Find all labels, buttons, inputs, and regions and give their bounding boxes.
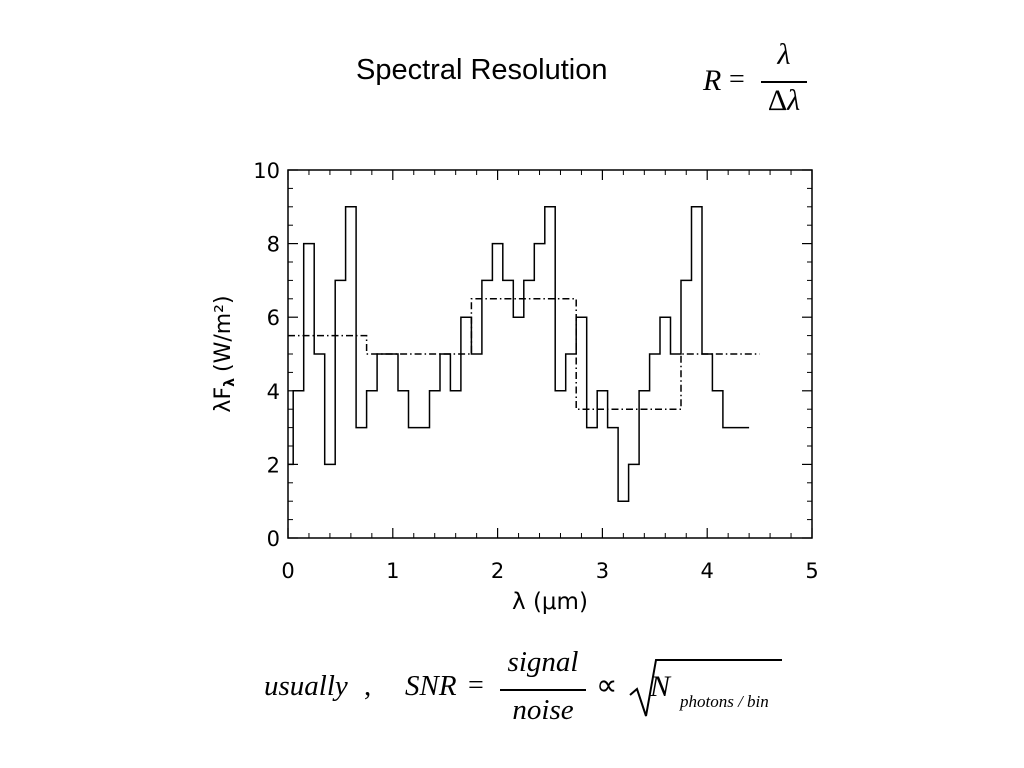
snr-lhs: SNR — [405, 670, 457, 702]
axis-ticks — [287, 169, 813, 539]
snr-proportional: ∝ — [596, 669, 618, 702]
formula-denominator: Δλ — [759, 84, 809, 118]
formula-delta: Δ — [767, 84, 788, 117]
x-tick-label: 3 — [596, 559, 609, 583]
formula-fraction-bar — [761, 81, 807, 83]
snr-denominator: noise — [512, 694, 574, 726]
snr-prefix: usually — [264, 670, 348, 702]
formula-equals: = — [729, 64, 745, 95]
snr-equals: = — [468, 670, 484, 701]
x-tick-label: 0 — [281, 559, 294, 583]
x-tick-label: 5 — [805, 559, 818, 583]
y-tick-label: 10 — [253, 159, 280, 183]
sqrt-sign — [629, 659, 782, 717]
series-layer — [288, 206, 760, 502]
resolution-formula: R = λ Δλ — [703, 38, 813, 124]
x-tick-label: 2 — [491, 559, 504, 583]
y-axis-label: λFλ (W/m²) — [211, 295, 238, 412]
x-axis-label: λ (μm) — [512, 589, 588, 615]
series-line-1 — [288, 206, 750, 502]
formula-denominator-lambda: λ — [787, 84, 801, 117]
y-axis-label-subscript: λ — [222, 378, 238, 387]
formula-r: R — [703, 64, 722, 97]
snr-comma: , — [364, 670, 372, 702]
y-tick-label: 6 — [267, 306, 280, 330]
y-axis-label-units: (W/m²) — [211, 295, 236, 372]
series-line-2 — [288, 298, 760, 410]
snr-subscript: photons / bin — [680, 692, 769, 711]
snr-radicand: N — [650, 670, 671, 703]
y-tick-labels: 0 2 4 6 8 10 — [253, 159, 280, 551]
snr-fraction-bar — [500, 689, 586, 691]
x-tick-labels: 0 1 2 3 4 5 — [281, 559, 818, 583]
formula-numerator: λ — [777, 38, 791, 71]
y-tick-label: 4 — [267, 380, 280, 404]
y-axis-label-main: λF — [211, 387, 236, 413]
slide-title: Spectral Resolution — [356, 54, 608, 86]
y-tick-label: 8 — [267, 233, 280, 257]
snr-formula: usually , SNR = signal noise ∝ N photons… — [262, 646, 802, 736]
y-tick-label: 2 — [267, 453, 280, 477]
x-tick-label: 1 — [386, 559, 399, 583]
y-tick-label: 0 — [267, 527, 280, 551]
x-tick-label: 4 — [701, 559, 714, 583]
snr-numerator: signal — [507, 646, 579, 678]
